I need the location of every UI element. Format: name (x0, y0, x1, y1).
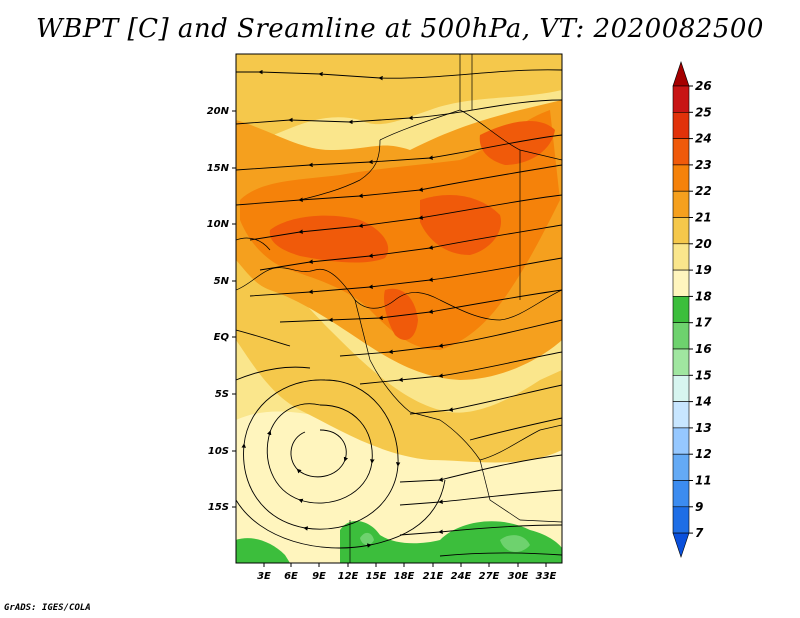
colorbar-label-23: 23 (695, 158, 712, 172)
colorbar-cell-13 (672, 401, 690, 429)
colorbar-cell-16 (672, 480, 690, 508)
colorbar-label-7: 7 (695, 526, 704, 540)
wbpt-band-20-21-mid (236, 250, 562, 463)
lon-label-12E: 12E (338, 571, 359, 582)
colorbar-cell-6 (672, 217, 690, 245)
colorbar-cell-3 (672, 138, 690, 166)
colorbar-cell-15 (672, 453, 690, 481)
colorbar-cell-1 (672, 85, 690, 113)
lon-label-21E: 21E (423, 571, 444, 582)
wbpt-band-23-24-east (420, 195, 501, 255)
colorbar-label-12: 12 (695, 447, 712, 461)
colorbar-cell-2 (672, 112, 690, 139)
colorbar-cell-14 (672, 427, 690, 455)
colorbar-label-11: 11 (695, 474, 712, 488)
colorbar-label-18: 18 (695, 289, 712, 303)
colorbar-cell-11 (672, 348, 690, 376)
colorbar-cell-18 (672, 532, 690, 559)
country-borders (236, 54, 562, 563)
map-plot (236, 54, 562, 563)
lat-label-5N: 5N (214, 276, 230, 287)
colorbar-cell-12 (672, 374, 690, 402)
colorbar-label-13: 13 (695, 421, 712, 435)
lat-axis: 20N 15N 10N 5N EQ 5S 10S 15S (207, 106, 236, 513)
colorbar-cell-8 (672, 269, 690, 297)
grads-credit: GrADS: IGES/COLA (4, 603, 91, 613)
streamlines (236, 69, 562, 557)
lon-axis: 3E 6E 9E 12E 15E 18E 21E 24E 27E 30E 33E (257, 563, 557, 582)
colorbar-label-19: 19 (695, 263, 712, 277)
colorbar-label-21: 21 (695, 211, 712, 225)
colorbar-label-16: 16 (695, 342, 712, 356)
colorbar-label-26: 26 (695, 79, 712, 93)
colorbar-cell-7 (672, 243, 690, 271)
colorbar-cell-9 (672, 296, 690, 323)
colorbar-cell-5 (672, 190, 690, 218)
lon-label-9E: 9E (312, 571, 326, 582)
colorbar: 26 25 24 23 22 21 20 19 18 17 16 15 14 13 12 11 9 7 (672, 61, 712, 559)
lon-label-24E: 24E (451, 571, 472, 582)
colorbar-labels: 26 25 24 23 22 21 20 19 18 17 16 15 14 13 12 11 9 7 (689, 79, 712, 540)
colorbar-label-24: 24 (695, 132, 712, 146)
map-title: WBPT [C] and Sreamline at 500hPa, VT: 20… (36, 14, 764, 44)
lat-label-15N: 15N (207, 163, 230, 174)
lon-label-15E: 15E (366, 571, 387, 582)
colorbar-cells (672, 61, 690, 559)
wbpt-band-17-18-sw (236, 538, 290, 563)
lat-label-10S: 10S (208, 446, 229, 457)
lat-label-5S: 5S (215, 389, 229, 400)
lat-label-15S: 15S (208, 502, 229, 513)
colorbar-label-14: 14 (695, 395, 712, 409)
lat-label-20N: 20N (207, 106, 230, 117)
lon-label-18E: 18E (394, 571, 415, 582)
colorbar-cell-10 (672, 322, 690, 350)
colorbar-label-20: 20 (695, 237, 712, 251)
colorbar-label-15: 15 (695, 368, 712, 382)
colorbar-cell-4 (672, 164, 690, 192)
map-frame (235, 53, 563, 564)
lon-label-30E: 30E (508, 571, 529, 582)
colorbar-cell-0 (672, 61, 690, 87)
lon-label-3E: 3E (257, 571, 271, 582)
lon-label-33E: 33E (536, 571, 557, 582)
colorbar-cell-17 (672, 506, 690, 534)
colorbar-label-17: 17 (695, 316, 712, 330)
colorbar-label-22: 22 (695, 184, 712, 198)
lat-label-EQ: EQ (214, 332, 230, 343)
colorbar-label-25: 25 (695, 105, 712, 119)
lat-label-10N: 10N (207, 219, 230, 230)
colorbar-label-9: 9 (695, 500, 703, 514)
lon-label-6E: 6E (284, 571, 298, 582)
lon-label-27E: 27E (479, 571, 500, 582)
